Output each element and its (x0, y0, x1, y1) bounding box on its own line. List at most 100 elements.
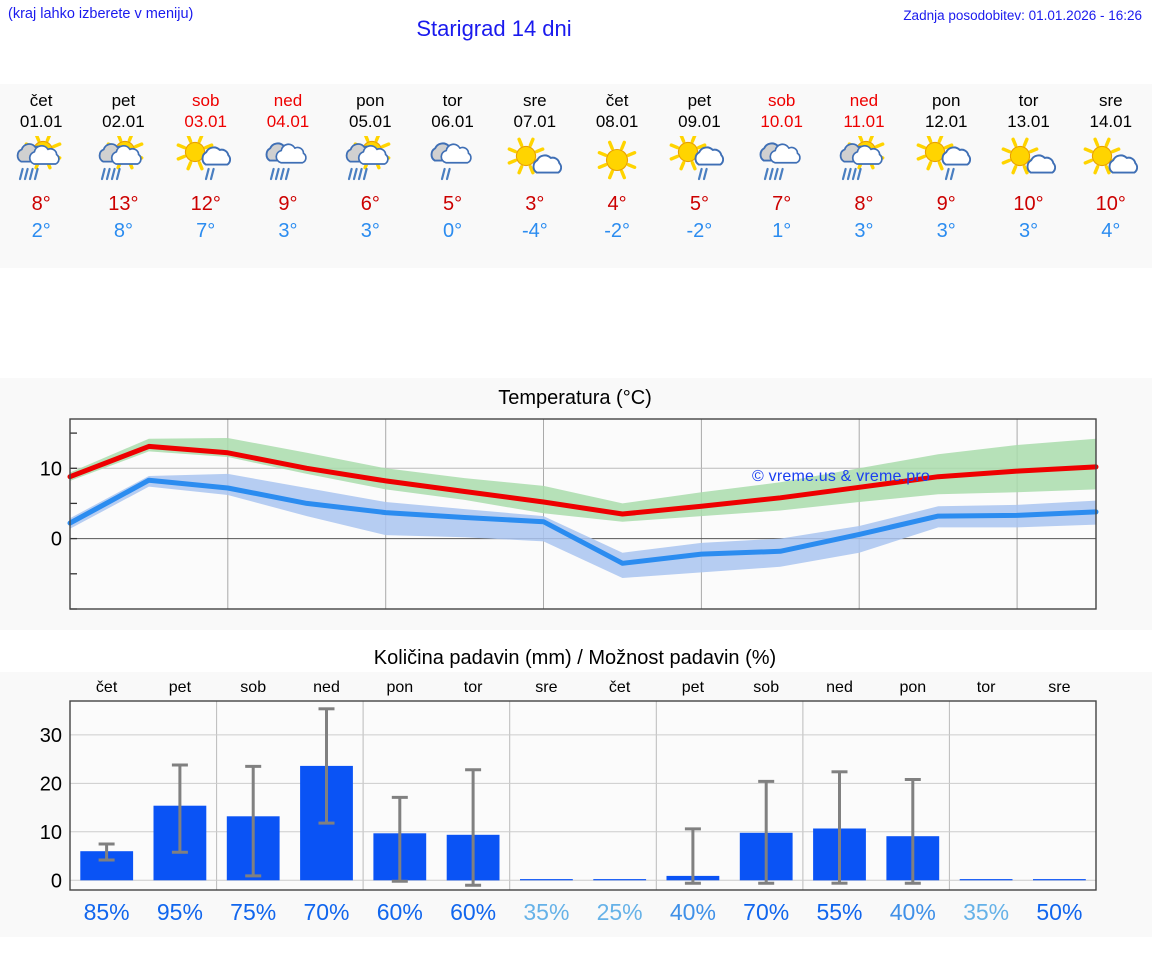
weather-icon-wrapper (8, 132, 74, 188)
temperature-chart-svg: 0 10 (40, 418, 1099, 610)
min-temperature-label: 3° (854, 220, 874, 242)
day-column[interactable]: sre 14.01 10° 4° (1070, 84, 1152, 268)
y-axis-tick-label: 0 (51, 870, 62, 892)
day-column[interactable]: sob 10.01 7° 1° (741, 84, 823, 268)
weather-icon-wrapper (584, 136, 650, 188)
precipitation-plot-background (70, 701, 1096, 890)
precipitation-probability-label: 40% (890, 899, 936, 925)
day-date-label: 08.01 (595, 112, 639, 131)
min-temperature-label: -4° (521, 220, 548, 242)
day-of-week-label: pet (111, 91, 136, 110)
day-of-week-label: sob (191, 91, 220, 110)
precipitation-day-label: tor (977, 679, 996, 696)
weather-icon-wrapper (831, 132, 897, 188)
day-column[interactable]: pon 12.01 9° 3° (905, 84, 987, 268)
precipitation-bar[interactable] (520, 879, 573, 881)
precipitation-day-label: tor (464, 679, 483, 696)
sun-cloud-icon (1083, 137, 1138, 175)
day-column[interactable]: sre 07.01 3° -4° (494, 84, 576, 268)
precipitation-day-label: sre (1048, 679, 1070, 696)
sun-cloud-rain-icon (16, 132, 62, 181)
precipitation-probability-label: 70% (303, 899, 349, 925)
day-column[interactable]: čet 01.01 8° 2° (0, 84, 82, 268)
min-temperature-label: 1° (772, 220, 792, 242)
day-date-label: 01.01 (19, 112, 63, 131)
precipitation-probability-label: 35% (963, 899, 1009, 925)
weather-icon-wrapper (173, 133, 239, 188)
precipitation-probability-label: 60% (450, 899, 496, 925)
day-column[interactable]: ned 04.01 9° 3° (247, 84, 329, 268)
max-temperature-label: 9° (278, 193, 298, 215)
day-column[interactable]: čet 08.01 4° -2° (576, 84, 658, 268)
precipitation-probability-label: 85% (84, 899, 130, 925)
precipitation-day-label: sob (240, 679, 266, 696)
precipitation-chart-title: Količina padavin (mm) / Možnost padavin … (0, 647, 1152, 670)
precipitation-day-label: ned (313, 679, 340, 696)
day-date-label: 13.01 (1007, 112, 1050, 131)
min-temperature-label: 3° (360, 220, 380, 242)
precipitation-day-label: čet (609, 679, 631, 696)
page-header: (kraj lahko izberete v meniju) Starigrad… (0, 0, 1152, 58)
day-column[interactable]: tor 06.01 5° 0° (411, 84, 493, 268)
temperature-chart-panel: Temperatura (°C) 0 10 (0, 378, 1152, 630)
precipitation-day-label: pon (899, 679, 926, 696)
precipitation-day-label: pon (386, 679, 413, 696)
precipitation-probability-label: 75% (230, 899, 276, 925)
day-date-label: 14.01 (1089, 112, 1133, 131)
y-axis-tick-label: 30 (40, 725, 62, 747)
max-temperature-label: 5° (689, 193, 709, 215)
max-temperature-line (67, 443, 1099, 517)
min-temperature-label: 2° (31, 220, 51, 242)
max-temperature-label: 9° (936, 193, 956, 215)
min-temperature-label: 3° (278, 220, 298, 242)
precipitation-bar[interactable] (593, 879, 647, 881)
day-column[interactable]: pon 05.01 6° 3° (329, 84, 411, 268)
day-of-week-label: sob (767, 91, 796, 110)
day-of-week-label: pon (932, 91, 961, 110)
y-axis-tick-label: 10 (40, 458, 62, 480)
precipitation-bar[interactable] (1033, 879, 1086, 881)
min-temperature-line (67, 477, 1099, 566)
max-temperature-label: 10° (1013, 193, 1044, 215)
day-of-week-label: pet (687, 91, 712, 110)
day-of-week-label: ned (273, 91, 303, 110)
weather-icon-wrapper (420, 136, 486, 188)
min-temperature-label: -2° (686, 220, 713, 242)
precipitation-day-label: sre (535, 679, 557, 696)
precipitation-bar[interactable] (959, 879, 1013, 881)
max-temperature-label: 5° (442, 193, 463, 215)
day-column[interactable]: sob 03.01 12° 7° (165, 84, 247, 268)
min-temperature-label: 8° (113, 220, 133, 242)
day-of-week-label: ned (849, 91, 879, 110)
cloud-rain-icon (759, 142, 801, 181)
day-column[interactable]: ned 11.01 8° 3° (823, 84, 905, 268)
precipitation-day-label: čet (96, 679, 118, 696)
max-temperature-label: 3° (525, 193, 545, 215)
day-of-week-label: čet (29, 91, 53, 110)
sun-cloud-rain-icon (839, 132, 885, 181)
precipitation-chart-svg: 0 10 20 30 čet pet sob ned pon tor sre čet pet sob ned… (40, 679, 1097, 925)
max-temperature-label: 7° (772, 193, 792, 215)
precipitation-probability-label: 55% (816, 899, 862, 925)
daily-forecast-strip: čet 01.01 8° 2° pet 02.01 13° 8° sob 03.01 12° 7° ne… (0, 84, 1152, 268)
day-column[interactable]: pet 02.01 13° 8° (82, 84, 164, 268)
day-date-label: 02.01 (102, 112, 145, 131)
max-temperature-label: 4° (607, 193, 627, 215)
min-temperature-label: 4° (1101, 220, 1121, 242)
y-axis-tick-label: 20 (40, 773, 62, 795)
y-axis-tick-label: 0 (51, 529, 62, 551)
precipitation-day-label: sob (753, 679, 779, 696)
day-of-week-label: tor (442, 91, 463, 110)
precipitation-probability-label: 50% (1036, 899, 1082, 925)
day-date-label: 12.01 (924, 112, 968, 131)
max-temperature-label: 12° (190, 193, 221, 215)
precipitation-chart-title-text: Količina padavin (mm) / Možnost padavin … (373, 647, 777, 669)
watermark-text: © vreme.us & vreme.pro (752, 468, 931, 485)
temperature-plot-frame (69, 418, 1097, 610)
temperature-range-band (70, 438, 1096, 522)
day-column[interactable]: pet 09.01 5° -2° (658, 84, 740, 268)
sun-cloud-rain-icon (345, 132, 391, 181)
max-temperature-label: 13° (108, 193, 139, 215)
last-updated-text: Zadnja posodobitev: 01.01.2026 - 16:26 (903, 8, 1142, 23)
day-column[interactable]: tor 13.01 10° 3° (987, 84, 1069, 268)
